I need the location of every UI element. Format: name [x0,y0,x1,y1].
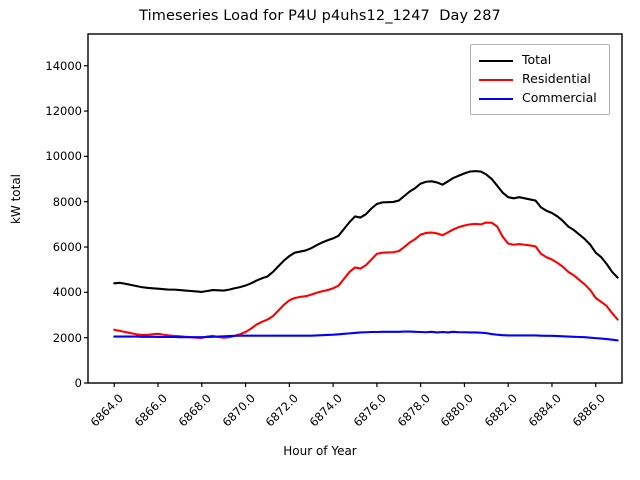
series-line-commercial [113,330,619,342]
series-line-total [113,170,619,293]
y-tick-label-0: 0 [74,376,82,390]
legend-label-total: Total [522,52,552,68]
chart-title: Timeseries Load for P4U p4uhs12_1247 Day… [139,8,501,24]
plot-frame [87,33,623,384]
y-tick-label-2: 4000 [52,285,82,300]
y-tick-label-1: 2000 [52,330,82,345]
y-axis-label: kW total [9,173,23,225]
y-tick-label-7: 14000 [45,58,82,73]
legend-label-commercial: Commercial [522,90,597,106]
series-line-residential [113,221,619,339]
y-tick-label-4: 8000 [52,194,82,209]
legend-swatch-residential [479,78,513,81]
legend-swatch-total [479,59,513,62]
legend-label-residential: Residential [522,71,591,87]
y-tick-label-5: 10000 [45,149,82,164]
y-tick-label-6: 12000 [45,104,82,119]
x-axis-label: Hour of Year [283,444,357,458]
legend-item-residential: Residential [479,70,601,89]
legend-item-total: Total [479,51,601,70]
chart-legend: Total Residential Commercial [470,44,610,115]
legend-swatch-commercial [479,97,513,100]
y-tick-label-3: 6000 [52,240,82,255]
legend-item-commercial: Commercial [479,89,601,108]
